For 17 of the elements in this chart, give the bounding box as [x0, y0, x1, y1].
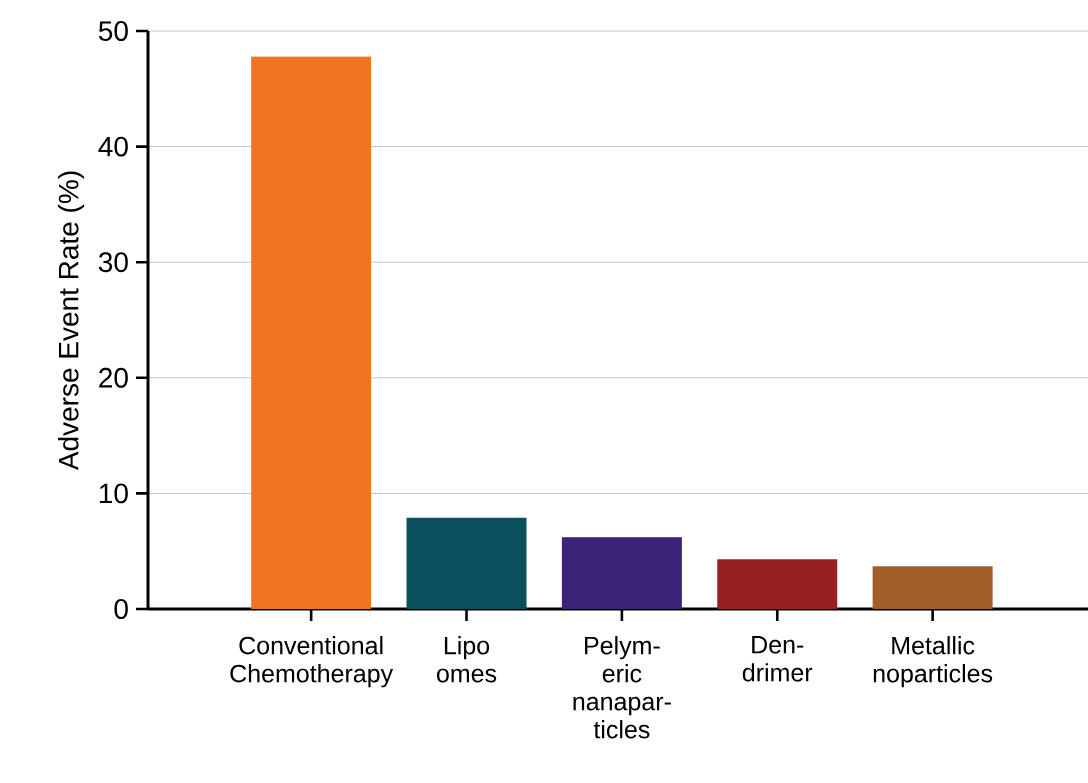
- x-tick-label: Lipo omes: [436, 636, 497, 683]
- y-tick-label: 0: [114, 599, 128, 619]
- y-tick-label: 50: [98, 21, 128, 41]
- y-tick-label: 40: [98, 136, 128, 157]
- x-tick-label: Metallic noparticles: [873, 636, 993, 688]
- y-axis-title: Adverse Event Rate (%): [57, 171, 85, 471]
- bar: [561, 537, 682, 610]
- y-tick-label: 10: [99, 483, 128, 504]
- x-tick-label: Pelym-eric nanapar-ticles: [573, 636, 671, 739]
- bar: [872, 566, 993, 610]
- bar: [406, 517, 527, 610]
- bar: [251, 56, 372, 610]
- x-tick-label: Conventional Chemotherapy: [230, 636, 394, 688]
- bar: [717, 559, 838, 610]
- y-tick-label: 20: [99, 367, 128, 388]
- x-tick-label: Den-drimer: [742, 636, 813, 682]
- y-tick-label: 30: [98, 252, 128, 273]
